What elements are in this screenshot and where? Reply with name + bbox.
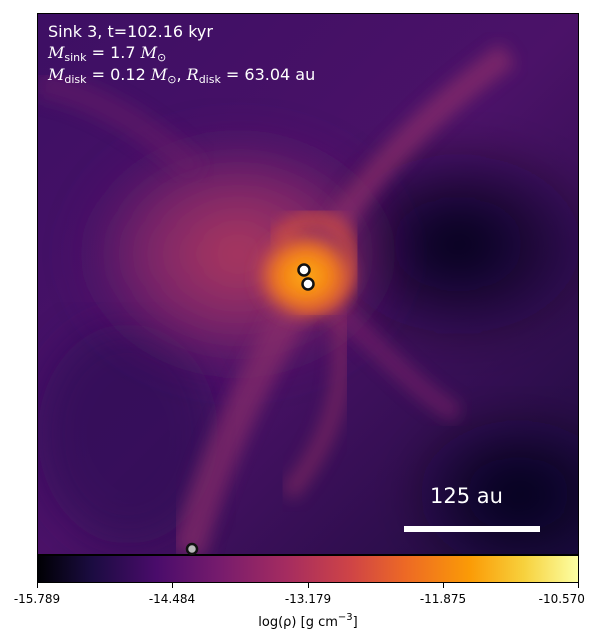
disk-radius-symbol: R [186,65,199,84]
colorbar-tick-label: -11.875 [419,592,467,606]
colorbar-label-suffix: ] [352,615,358,630]
disk-mass-subscript: disk [64,73,87,86]
colorbar [37,555,579,583]
colorbar-label-prefix: log(ρ) [g cm [258,615,338,630]
colorbar-label: log(ρ) [g cm−3] [258,612,357,630]
colorbar-tick [37,583,38,588]
colorbar-tick-label: -14.484 [148,592,196,606]
sink-mass-value: = 1.7 [91,43,136,62]
sink-mass-symbol: M [48,43,65,62]
density-map [38,14,578,554]
colorbar-tick [578,583,579,588]
plot-title: Sink 3, t=102.16 kyr [48,22,213,41]
sink-mass-unit: M [140,43,158,62]
colorbar-tick [443,583,444,588]
colorbar-tick [308,583,309,588]
colorbar-tick [172,583,173,588]
sink-mass-unit-subscript: ⊙ [157,51,167,64]
disk-radius-value: = 63.04 au [225,65,316,84]
disk-mass-symbol: M [48,65,65,84]
colorbar-tick-label: -10.570 [538,592,585,606]
scale-bar [404,526,540,532]
colorbar-label-exponent: −3 [337,612,353,623]
sink-mass-label: Msink = 1.7 M⊙ [48,43,166,68]
density-map-panel: Sink 3, t=102.16 kyr Msink = 1.7 M⊙ Mdis… [37,13,579,555]
colorbar-tick-label: -15.789 [13,592,61,606]
disk-mass-value: = 0.12 [91,65,146,84]
colorbar-tick-label: -13.179 [284,592,332,606]
disk-separator: , [176,65,182,84]
disk-mass-unit: M [150,65,168,84]
sink-mass-subscript: sink [64,51,87,64]
disk-mass-label: Mdisk = 0.12 M⊙, Rdisk = 63.04 au [48,65,315,90]
scale-bar-label: 125 au [430,484,503,508]
disk-radius-subscript: disk [198,73,221,86]
disk-mass-unit-subscript: ⊙ [167,73,177,86]
